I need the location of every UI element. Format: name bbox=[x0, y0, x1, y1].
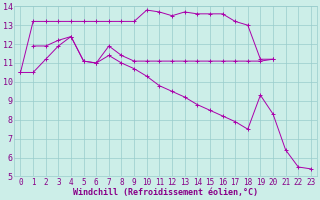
X-axis label: Windchill (Refroidissement éolien,°C): Windchill (Refroidissement éolien,°C) bbox=[73, 188, 258, 197]
